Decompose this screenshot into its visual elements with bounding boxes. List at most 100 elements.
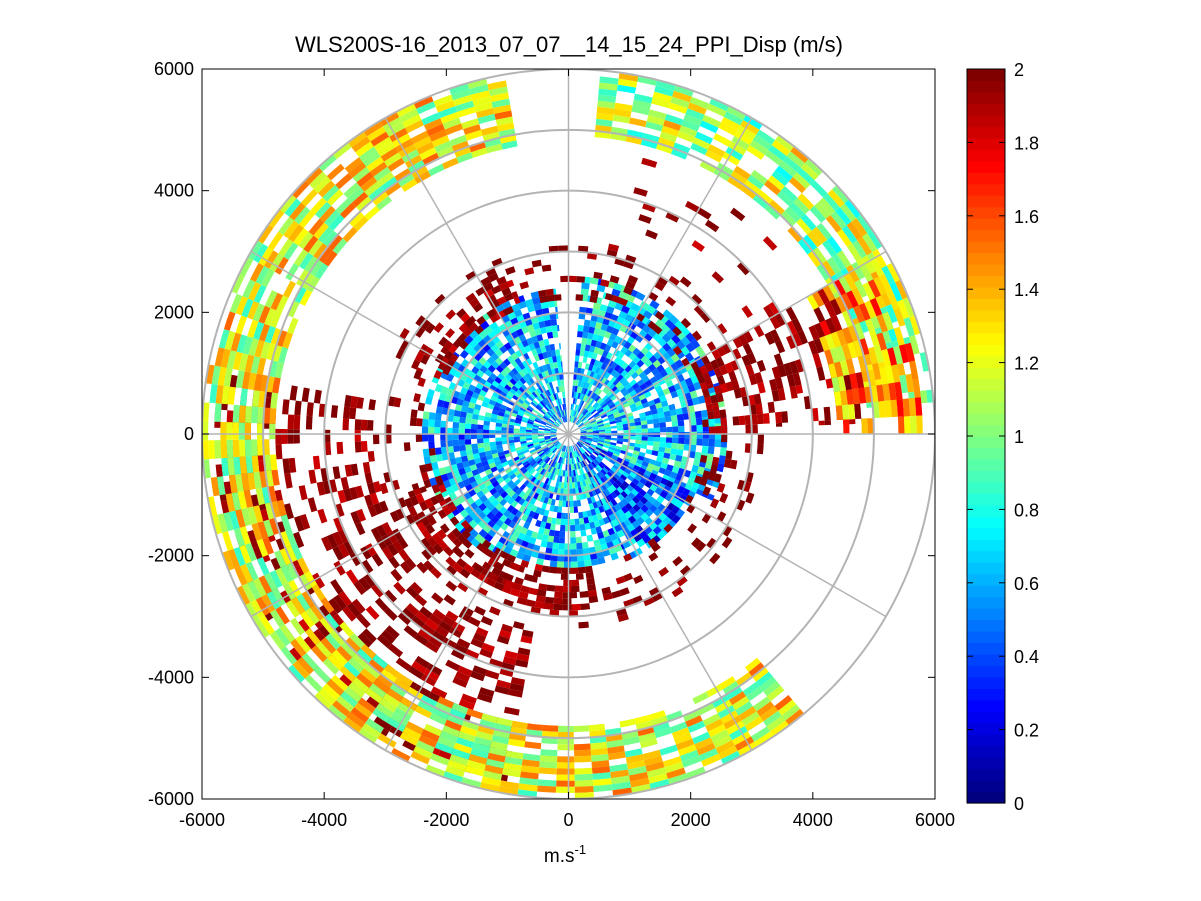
- data-cell: [699, 381, 708, 391]
- data-cell: [587, 405, 593, 411]
- data-cell: [501, 430, 508, 434]
- data-cell: [373, 716, 393, 732]
- colorbar-band: [967, 390, 1005, 403]
- data-cell: [535, 446, 542, 451]
- data-cell: [807, 230, 823, 248]
- data-cell: [585, 426, 592, 429]
- data-cell: [611, 590, 622, 599]
- data-cell: [716, 393, 724, 403]
- data-cell: [255, 487, 265, 506]
- data-cell: [371, 553, 384, 567]
- data-cell: [825, 277, 839, 295]
- data-cell: [876, 332, 888, 351]
- data-cell: [657, 346, 667, 356]
- radial-line: [250, 433, 569, 618]
- data-cell: [611, 288, 621, 297]
- data-cell: [477, 348, 487, 357]
- data-cell: [478, 447, 485, 453]
- data-cell: [268, 231, 284, 251]
- data-cell: [377, 733, 397, 748]
- data-cell: [509, 683, 524, 692]
- data-cell: [459, 340, 469, 350]
- x-tick-label: 0: [563, 810, 573, 830]
- data-cell: [631, 520, 640, 529]
- data-cell: [253, 505, 264, 523]
- data-cell: [516, 596, 528, 606]
- data-cell: [490, 552, 501, 562]
- data-cell: [507, 534, 513, 541]
- data-cell: [330, 405, 339, 418]
- data-cell: [608, 415, 615, 421]
- data-cell: [585, 389, 590, 396]
- data-cell: [590, 289, 599, 298]
- data-cell: [445, 610, 459, 622]
- data-cell: [638, 371, 647, 380]
- data-cell: [592, 772, 611, 780]
- data-cell: [665, 710, 683, 722]
- data-cell: [540, 409, 546, 415]
- data-cell: [623, 341, 632, 350]
- data-cell: [648, 496, 657, 505]
- data-cell: [852, 388, 861, 405]
- data-cell: [898, 344, 910, 364]
- data-cell: [437, 399, 445, 408]
- data-cell: [498, 570, 509, 580]
- data-cell: [654, 385, 663, 393]
- data-cell: [550, 431, 557, 433]
- data-cell: [557, 411, 561, 418]
- data-cell: [581, 417, 588, 423]
- data-cell: [596, 397, 603, 404]
- data-cell: [255, 265, 270, 285]
- data-cell: [536, 473, 542, 480]
- data-cell: [623, 372, 631, 381]
- data-cell: [245, 561, 259, 581]
- data-cell: [681, 488, 691, 497]
- data-cell: [654, 475, 663, 483]
- data-cell: [560, 524, 566, 532]
- data-cell: [779, 160, 797, 177]
- data-cell: [509, 548, 519, 558]
- data-cell: [491, 452, 499, 459]
- data-cell: [783, 362, 793, 376]
- y-tick-label: 6000: [154, 59, 194, 79]
- data-cell: [587, 383, 593, 391]
- colorbar-band: [967, 539, 1005, 552]
- colorbar-band: [967, 206, 1005, 219]
- data-cell: [367, 126, 386, 142]
- data-cell: [631, 488, 639, 497]
- data-cell: [593, 413, 600, 419]
- data-cell: [248, 282, 262, 301]
- data-cell: [537, 412, 544, 418]
- data-cell: [666, 348, 676, 358]
- data-cell: [513, 439, 521, 443]
- data-cell: [551, 427, 558, 431]
- data-cell: [556, 405, 560, 412]
- data-cell: [592, 401, 599, 408]
- data-cell: [652, 91, 673, 103]
- data-cell: [629, 481, 637, 489]
- data-cell: [422, 418, 429, 427]
- data-cell: [559, 398, 563, 405]
- data-cell: [552, 542, 559, 550]
- data-cell: [312, 455, 321, 470]
- data-cell: [579, 461, 584, 468]
- data-cell: [664, 416, 672, 423]
- data-cell: [580, 436, 587, 439]
- data-cell: [261, 486, 271, 504]
- data-cell: [725, 686, 743, 700]
- data-cell: [428, 635, 443, 648]
- data-cell: [642, 749, 662, 760]
- data-cell: [538, 439, 545, 442]
- data-cell: [831, 253, 846, 272]
- data-cell: [443, 479, 452, 489]
- data-cell: [716, 345, 727, 357]
- data-cell: [551, 387, 556, 395]
- data-cell: [800, 214, 817, 231]
- data-cell: [473, 736, 492, 747]
- data-cell: [636, 351, 645, 360]
- data-cell: [556, 475, 561, 482]
- data-cell: [653, 422, 660, 429]
- data-cell: [565, 415, 568, 422]
- data-cell: [381, 522, 393, 535]
- data-cell: [585, 424, 592, 429]
